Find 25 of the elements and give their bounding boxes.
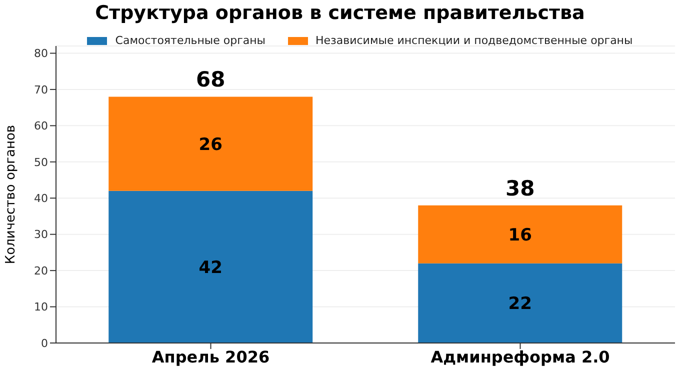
- data-label: 22: [508, 294, 532, 314]
- total-label: 68: [196, 68, 226, 92]
- bar: [418, 205, 622, 264]
- y-tick-label: 30: [34, 228, 48, 242]
- y-tick-label: 40: [34, 192, 48, 206]
- y-tick-label: 50: [34, 156, 48, 169]
- chart-title: Структура органов в системе правительства: [94, 2, 586, 24]
- data-label: 16: [508, 225, 532, 246]
- x-tick-label: Админреформа 2.0: [430, 347, 610, 366]
- data-label: 42: [198, 258, 222, 278]
- legend-label: Независимые инспекции и подведомственные органы: [316, 34, 633, 47]
- y-axis-title: Количество органов: [4, 124, 19, 264]
- y-tick-label: 80: [34, 47, 48, 60]
- bar: [108, 190, 313, 343]
- bar: [108, 96, 313, 191]
- total-label: 38: [506, 176, 535, 200]
- y-tick-label: 70: [34, 83, 48, 96]
- y-tick-label: 20: [34, 264, 48, 278]
- legend-label: Самостоятельные органы: [115, 34, 266, 47]
- bar: [418, 263, 622, 343]
- y-tick-label: 0: [41, 336, 48, 350]
- y-tick-label: 60: [34, 120, 48, 133]
- data-label: 26: [198, 134, 222, 155]
- y-tick-label: 10: [34, 300, 48, 314]
- x-tick-label: Апрель 2026: [152, 347, 270, 366]
